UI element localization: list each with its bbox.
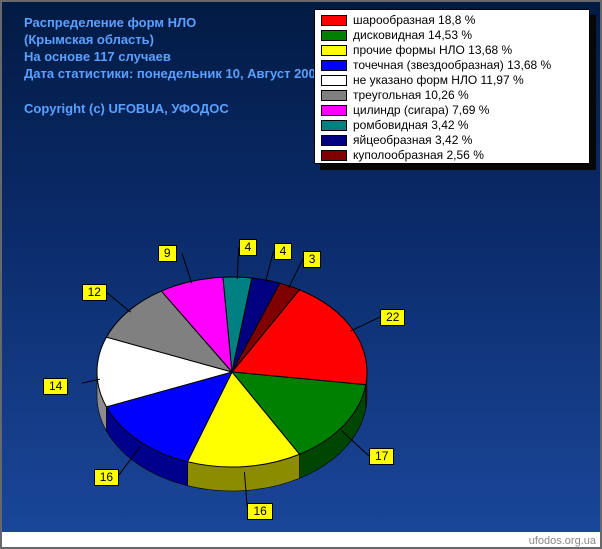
legend-swatch	[321, 75, 347, 86]
pie-callout: 3	[303, 251, 322, 268]
legend-row: дисковидная 14,53 %	[321, 28, 583, 43]
title-block: Распределение форм НЛО (Крымская область…	[24, 14, 323, 117]
legend-swatch	[321, 90, 347, 101]
legend-label: цилиндр (сигара) 7,69 %	[353, 103, 489, 118]
legend-row: шарообразная 18,8 %	[321, 13, 583, 28]
pie-callout: 9	[158, 245, 177, 262]
legend-label: дисковидная 14,53 %	[353, 28, 472, 43]
legend-label: шарообразная 18,8 %	[353, 13, 475, 28]
pie-callout: 22	[380, 309, 405, 326]
title-line4: Дата статистики: понедельник 10, Август …	[24, 65, 323, 82]
pie-callout: 14	[43, 378, 68, 395]
legend-row: яйцеобразная 3,42 %	[321, 133, 583, 148]
legend-row: прочие формы НЛО 13,68 %	[321, 43, 583, 58]
legend-box: шарообразная 18,8 %дисковидная 14,53 %пр…	[314, 9, 590, 164]
pie-callout: 16	[247, 503, 272, 520]
pie-callout: 16	[94, 469, 119, 486]
legend-row: куполообразная 2,56 %	[321, 148, 583, 163]
legend-swatch	[321, 120, 347, 131]
legend-row: цилиндр (сигара) 7,69 %	[321, 103, 583, 118]
pie-callout: 4	[239, 239, 258, 256]
legend-swatch	[321, 135, 347, 146]
legend-swatch	[321, 30, 347, 41]
legend-swatch	[321, 150, 347, 161]
title-line2: (Крымская область)	[24, 31, 323, 48]
legend-swatch	[321, 105, 347, 116]
pie-callout: 4	[274, 243, 293, 260]
legend-row: ромбовидная 3,42 %	[321, 118, 583, 133]
copyright-line: Copyright (c) UFOBUA, УФОДОС	[24, 100, 323, 117]
watermark: ufodos.org.ua	[529, 535, 596, 547]
legend-swatch	[321, 60, 347, 71]
legend-label: яйцеобразная 3,42 %	[353, 133, 472, 148]
legend-row: треугольная 10,26 %	[321, 88, 583, 103]
legend-label: треугольная 10,26 %	[353, 88, 469, 103]
pie-svg	[82, 247, 392, 507]
pie-callout: 12	[82, 284, 107, 301]
legend-row: точечная (звездообразная) 13,68 %	[321, 58, 583, 73]
pie-chart: 2217161614129443	[82, 247, 392, 507]
legend-label: не указано форм НЛО 11,97 %	[353, 73, 524, 88]
legend-row: не указано форм НЛО 11,97 %	[321, 73, 583, 88]
legend-label: прочие формы НЛО 13,68 %	[353, 43, 512, 58]
legend-swatch	[321, 45, 347, 56]
chart-frame: Распределение форм НЛО (Крымская область…	[0, 0, 602, 549]
legend-label: куполообразная 2,56 %	[353, 148, 484, 163]
pie-callout: 17	[369, 448, 394, 465]
chart-background: Распределение форм НЛО (Крымская область…	[2, 2, 600, 532]
legend-label: ромбовидная 3,42 %	[353, 118, 469, 133]
legend-swatch	[321, 15, 347, 26]
title-line3: На основе 117 случаев	[24, 48, 323, 65]
title-line1: Распределение форм НЛО	[24, 14, 323, 31]
legend-label: точечная (звездообразная) 13,68 %	[353, 58, 551, 73]
